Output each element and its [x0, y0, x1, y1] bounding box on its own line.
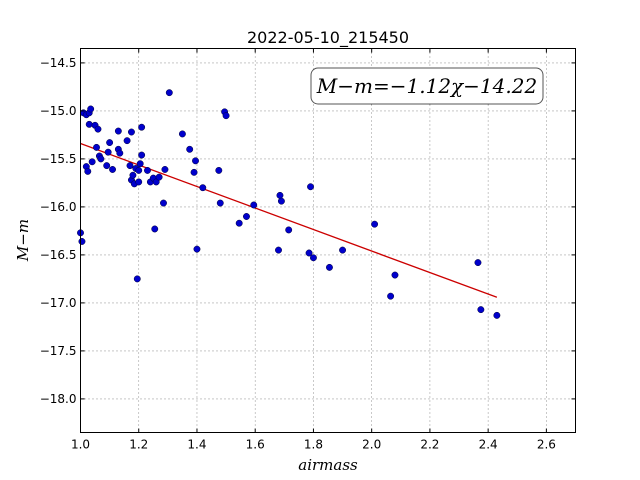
ticks: 1.0 1.2 1.4 1.6 1.8 2.0 2.2 2.4 2.6 −14.5 −15.0 −15… — [40, 48, 576, 452]
data-point — [190, 168, 198, 176]
data-point — [97, 155, 105, 163]
data-point — [277, 197, 285, 205]
data-point — [126, 162, 134, 170]
data-point — [138, 123, 146, 131]
plot-frame — [80, 48, 576, 433]
data-point — [387, 292, 395, 300]
data-point — [128, 128, 135, 136]
data-point — [165, 89, 173, 97]
data-point — [93, 143, 100, 151]
data-point — [309, 254, 317, 262]
data-point — [474, 259, 482, 267]
x-tick-label: 2.0 — [362, 438, 381, 452]
data-point — [114, 127, 122, 135]
plot-area — [80, 48, 576, 433]
x-tick-label: 2.6 — [537, 438, 556, 452]
data-point — [103, 162, 111, 170]
chart-title: 2022-05-10_215450 — [247, 28, 409, 48]
x-tick-label: 2.4 — [479, 438, 498, 452]
fit-annotation: M−m=−1.12χ−14.22 — [316, 74, 537, 98]
data-point — [88, 158, 96, 166]
y-tick-label: −16.5 — [40, 248, 77, 262]
data-point — [477, 306, 485, 314]
data-point — [215, 166, 223, 174]
data-point — [305, 249, 313, 257]
data-point — [161, 166, 169, 173]
data-point — [235, 219, 243, 227]
data-point — [307, 183, 314, 191]
data-point — [193, 245, 201, 253]
x-tick-label: 1.0 — [71, 438, 90, 452]
data-point — [371, 220, 379, 228]
data-point — [87, 105, 95, 113]
points-layer — [77, 89, 501, 319]
data-point — [391, 271, 399, 279]
data-point — [123, 137, 131, 145]
data-point — [144, 166, 151, 174]
data-point — [326, 263, 333, 271]
data-point — [94, 125, 102, 133]
data-point — [178, 130, 186, 138]
x-tick-label: 1.2 — [129, 438, 148, 452]
data-point — [136, 160, 144, 168]
data-point — [276, 191, 284, 199]
data-point — [109, 166, 116, 173]
data-point — [116, 149, 124, 157]
data-point — [106, 139, 114, 147]
x-axis-label: airmass — [298, 456, 358, 474]
annotation-box — [310, 67, 544, 105]
data-point — [216, 199, 224, 207]
data-point — [222, 112, 230, 120]
y-axis-label: M−m — [14, 219, 32, 262]
grid — [80, 48, 576, 433]
data-point — [84, 167, 92, 175]
data-point — [135, 166, 143, 174]
data-point — [192, 157, 199, 165]
data-point — [129, 171, 137, 179]
data-point — [250, 201, 258, 209]
data-point — [135, 178, 143, 186]
data-point — [160, 199, 167, 207]
y-tick-label: −17.0 — [40, 296, 77, 310]
data-point — [199, 184, 207, 192]
data-point — [85, 120, 93, 128]
x-tick-label: 2.2 — [420, 438, 439, 452]
data-point — [243, 213, 250, 220]
data-point — [155, 173, 163, 181]
data-point — [493, 311, 501, 319]
data-point — [285, 226, 293, 234]
data-point — [275, 246, 282, 254]
x-tick-label: 1.4 — [187, 438, 206, 452]
y-tick-label: −15.0 — [40, 104, 77, 118]
data-point — [78, 238, 86, 245]
x-tick-label: 1.8 — [304, 438, 323, 452]
data-point — [104, 148, 112, 156]
data-point — [151, 225, 159, 233]
y-tick-label: −14.5 — [40, 56, 77, 70]
y-tick-label: −15.5 — [40, 152, 77, 166]
data-point — [138, 151, 146, 159]
y-tick-label: −16.0 — [40, 200, 77, 214]
x-tick-label: 1.6 — [246, 438, 265, 452]
data-point — [339, 246, 347, 254]
y-tick-label: −18.0 — [40, 392, 77, 406]
data-point — [186, 145, 194, 153]
y-tick-label: −17.5 — [40, 344, 77, 358]
data-point — [133, 275, 141, 283]
